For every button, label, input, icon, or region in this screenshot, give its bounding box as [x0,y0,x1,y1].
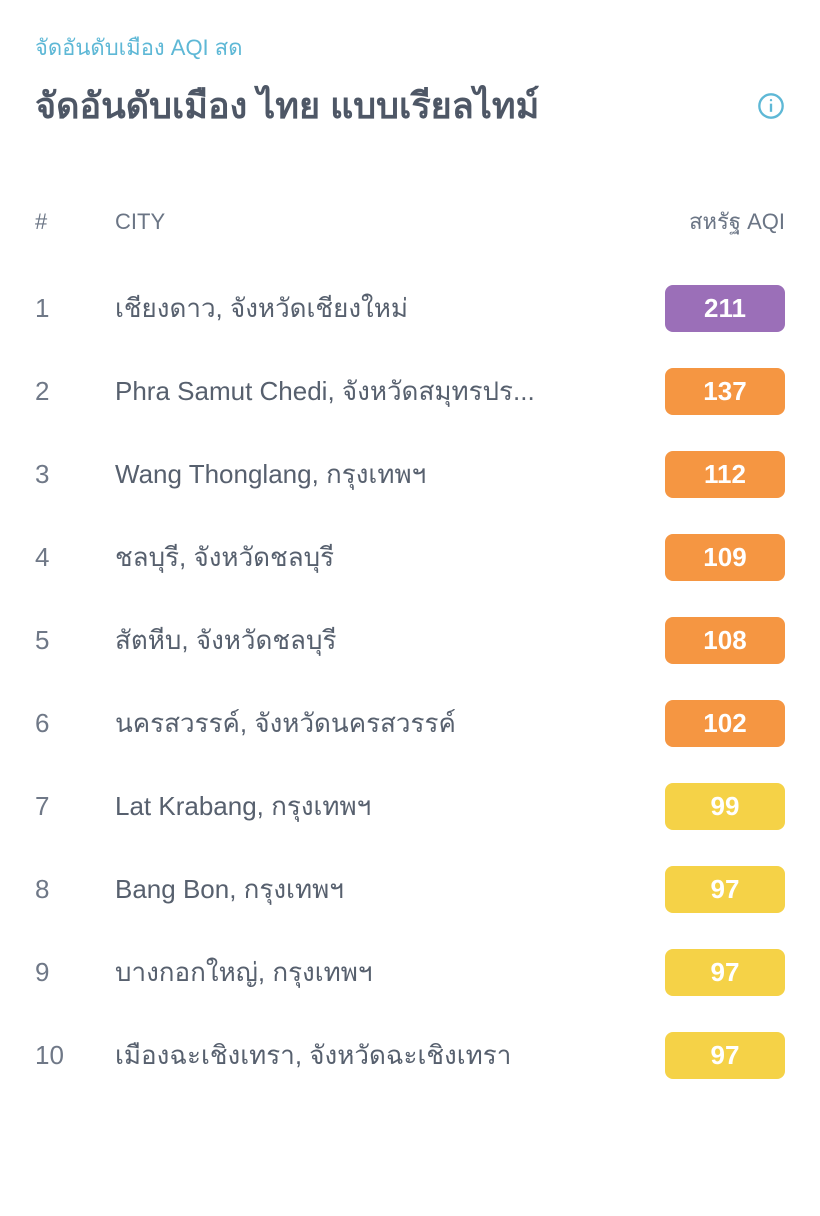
rank-cell: 10 [35,1040,115,1071]
aqi-badge: 97 [665,949,785,996]
city-cell: บางกอกใหญ่, กรุงเทพฯ [115,952,635,993]
rank-cell: 8 [35,874,115,905]
rank-cell: 9 [35,957,115,988]
table-row[interactable]: 2Phra Samut Chedi, จังหวัดสมุทรปร... 137 [35,350,785,433]
aqi-badge: 108 [665,617,785,664]
table-row[interactable]: 3Wang Thonglang, กรุงเทพฯ 112 [35,433,785,516]
aqi-cell: 102 [635,700,785,747]
city-cell: นครสวรรค์, จังหวัดนครสวรรค์ [115,703,635,744]
aqi-badge: 211 [665,285,785,332]
page-title: จัดอันดับเมือง ไทย แบบเรียลไทม์ [35,77,539,134]
aqi-cell: 112 [635,451,785,498]
rank-cell: 1 [35,293,115,324]
table-row[interactable]: 5สัตหีบ, จังหวัดชลบุรี 108 [35,599,785,682]
aqi-cell: 97 [635,866,785,913]
aqi-cell: 97 [635,1032,785,1079]
table-row[interactable]: 9บางกอกใหญ่, กรุงเทพฯ 97 [35,931,785,1014]
rank-cell: 4 [35,542,115,573]
aqi-badge: 109 [665,534,785,581]
header-rank: # [35,209,115,235]
city-cell: สัตหีบ, จังหวัดชลบุรี [115,620,635,661]
aqi-cell: 108 [635,617,785,664]
city-cell: เมืองฉะเชิงเทรา, จังหวัดฉะเชิงเทรา [115,1035,635,1076]
table-header: # CITY สหรัฐ AQI [35,204,785,267]
header-aqi: สหรัฐ AQI [635,204,785,239]
table-row[interactable]: 1เชียงดาว, จังหวัดเชียงใหม่ 211 [35,267,785,350]
rank-cell: 3 [35,459,115,490]
city-cell: Wang Thonglang, กรุงเทพฯ [115,454,635,495]
rank-cell: 6 [35,708,115,739]
aqi-badge: 137 [665,368,785,415]
aqi-badge: 97 [665,1032,785,1079]
city-cell: Lat Krabang, กรุงเทพฯ [115,786,635,827]
city-cell: Bang Bon, กรุงเทพฯ [115,869,635,910]
section-label: จัดอันดับเมือง AQI สด [35,30,785,65]
aqi-badge: 97 [665,866,785,913]
aqi-cell: 211 [635,285,785,332]
aqi-badge: 102 [665,700,785,747]
header-city: CITY [115,209,635,235]
ranking-table-body: 1เชียงดาว, จังหวัดเชียงใหม่2112Phra Samu… [35,267,785,1097]
city-cell: ชลบุรี, จังหวัดชลบุรี [115,537,635,578]
aqi-cell: 109 [635,534,785,581]
table-row[interactable]: 7Lat Krabang, กรุงเทพฯ 99 [35,765,785,848]
city-cell: Phra Samut Chedi, จังหวัดสมุทรปร... [115,371,635,412]
table-row[interactable]: 8Bang Bon, กรุงเทพฯ 97 [35,848,785,931]
header-row: จัดอันดับเมือง ไทย แบบเรียลไทม์ [35,77,785,134]
aqi-badge: 112 [665,451,785,498]
table-row[interactable]: 4ชลบุรี, จังหวัดชลบุรี 109 [35,516,785,599]
aqi-cell: 97 [635,949,785,996]
rank-cell: 2 [35,376,115,407]
aqi-cell: 99 [635,783,785,830]
city-cell: เชียงดาว, จังหวัดเชียงใหม่ [115,288,635,329]
info-icon[interactable] [757,92,785,120]
rank-cell: 5 [35,625,115,656]
aqi-badge: 99 [665,783,785,830]
table-row[interactable]: 10เมืองฉะเชิงเทรา, จังหวัดฉะเชิงเทรา 97 [35,1014,785,1097]
table-row[interactable]: 6นครสวรรค์, จังหวัดนครสวรรค์ 102 [35,682,785,765]
aqi-cell: 137 [635,368,785,415]
rank-cell: 7 [35,791,115,822]
